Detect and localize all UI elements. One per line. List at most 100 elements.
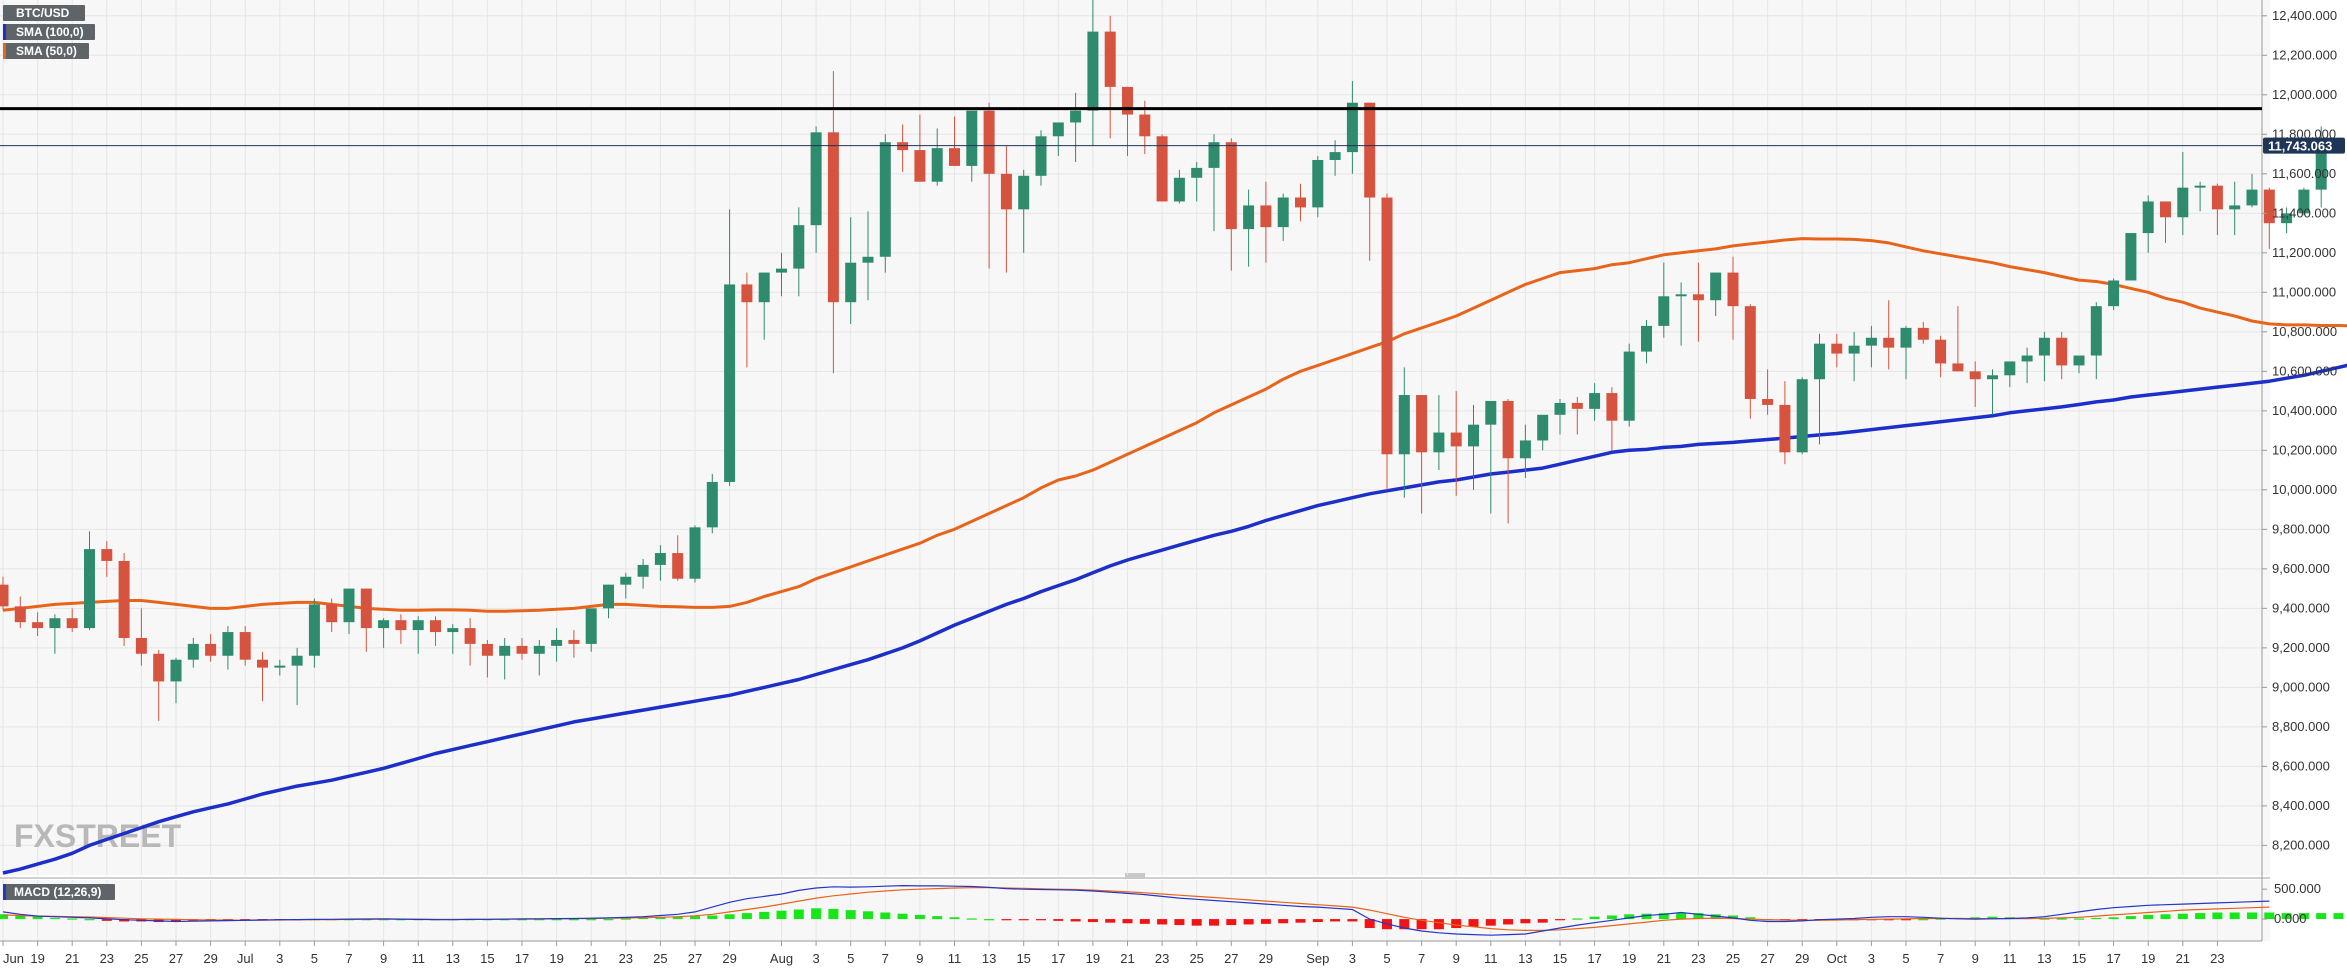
candle[interactable] (2056, 331, 2068, 380)
candle[interactable] (2229, 181, 2241, 236)
candle[interactable] (1243, 189, 1255, 267)
candle[interactable] (412, 616, 424, 654)
candle[interactable] (1485, 400, 1497, 514)
candle[interactable] (2160, 201, 2171, 243)
candle[interactable] (1537, 414, 1549, 451)
candle[interactable] (0, 576, 9, 611)
candle[interactable] (1208, 134, 1220, 232)
pane-resize-handle[interactable] (1125, 873, 1145, 879)
candle[interactable] (862, 211, 874, 301)
legend-item[interactable]: MACD (12,26,9) (3, 884, 115, 900)
candle[interactable] (1000, 146, 1012, 273)
candle[interactable] (66, 608, 78, 633)
candle[interactable] (949, 116, 960, 166)
candle[interactable] (395, 614, 407, 644)
candle[interactable] (1744, 304, 1756, 419)
candle[interactable] (1156, 134, 1168, 202)
macd-axis[interactable]: 500.000 0.000 (2262, 881, 2321, 926)
candle[interactable] (1018, 169, 1030, 253)
candle[interactable] (1883, 300, 1895, 370)
candle[interactable] (516, 637, 528, 660)
candle[interactable] (481, 639, 493, 678)
legend-item[interactable]: BTC/USD (3, 5, 85, 21)
candle[interactable] (239, 626, 251, 666)
candle[interactable] (1952, 306, 1964, 372)
candle[interactable] (1554, 398, 1566, 435)
candle[interactable] (430, 616, 441, 646)
candle[interactable] (654, 545, 666, 581)
candle[interactable] (845, 217, 857, 324)
candle[interactable] (378, 618, 390, 648)
candle[interactable] (1727, 256, 1739, 340)
candle[interactable] (1087, 0, 1099, 147)
candle[interactable] (326, 598, 338, 633)
candle[interactable] (689, 525, 701, 583)
candle[interactable] (14, 596, 26, 629)
candle[interactable] (1796, 377, 1808, 455)
candle[interactable] (1519, 424, 1531, 478)
candle[interactable] (1260, 181, 1272, 263)
candle[interactable] (2263, 187, 2275, 249)
candle[interactable] (1312, 156, 1324, 218)
candle[interactable] (1658, 262, 1670, 338)
candle[interactable] (1398, 367, 1410, 498)
candle[interactable] (2038, 331, 2050, 382)
candle[interactable] (1052, 122, 1064, 157)
candle[interactable] (32, 612, 44, 637)
candle[interactable] (620, 572, 632, 599)
date-axis[interactable]: Jun 19 21 23 25 27 29 Jul 3 5 7 9 11 13 15 17 19 21 23 25 27… (2, 941, 2225, 966)
candle[interactable] (153, 649, 165, 721)
candle[interactable] (291, 647, 303, 706)
candle[interactable] (1295, 183, 1306, 222)
candle[interactable] (499, 637, 511, 680)
candle[interactable] (205, 634, 217, 662)
candle[interactable] (170, 657, 182, 704)
candle[interactable] (1416, 395, 1428, 514)
candle[interactable] (966, 110, 978, 182)
candle[interactable] (551, 628, 563, 662)
candle[interactable] (2004, 361, 2016, 388)
candle[interactable] (1468, 404, 1479, 490)
candle[interactable] (914, 114, 926, 182)
candle[interactable] (2108, 278, 2120, 311)
candle[interactable] (2211, 183, 2223, 236)
candle[interactable] (343, 588, 355, 635)
legend-item[interactable]: SMA (100,0) (3, 24, 95, 40)
candle[interactable] (2281, 207, 2293, 234)
candle[interactable] (672, 535, 684, 581)
candle[interactable] (101, 541, 113, 577)
candle[interactable] (84, 531, 95, 631)
candle[interactable] (2194, 181, 2206, 212)
candle[interactable] (1606, 387, 1618, 451)
candle[interactable] (706, 474, 718, 534)
candle[interactable] (49, 614, 61, 654)
candle[interactable] (2090, 302, 2102, 380)
candle[interactable] (568, 630, 580, 658)
candle[interactable] (741, 272, 753, 368)
candle[interactable] (1364, 102, 1376, 261)
candle[interactable] (2298, 187, 2310, 216)
candle[interactable] (1692, 262, 1704, 342)
candle[interactable] (1589, 383, 1601, 421)
candle[interactable] (724, 209, 736, 486)
candle[interactable] (1104, 15, 1116, 139)
candle[interactable] (1450, 391, 1462, 496)
candle[interactable] (1070, 92, 1082, 162)
candle[interactable] (1122, 86, 1133, 157)
candle[interactable] (1641, 319, 1652, 364)
candle[interactable] (776, 252, 787, 297)
candle[interactable] (464, 618, 476, 666)
price-axis[interactable]: 12,400.000 12,200.000 12,000.000 11,800.000… (2262, 8, 2337, 853)
candle[interactable] (1762, 369, 1774, 415)
candle[interactable] (897, 124, 909, 172)
candle[interactable] (533, 639, 545, 676)
candle[interactable] (1917, 321, 1929, 344)
candle[interactable] (222, 626, 234, 670)
candle[interactable] (1277, 193, 1289, 241)
candle[interactable] (187, 637, 199, 668)
candle[interactable] (1571, 397, 1583, 435)
candle[interactable] (1865, 325, 1877, 368)
candle[interactable] (1831, 333, 1843, 368)
candle[interactable] (879, 134, 891, 273)
candle[interactable] (1225, 138, 1237, 271)
